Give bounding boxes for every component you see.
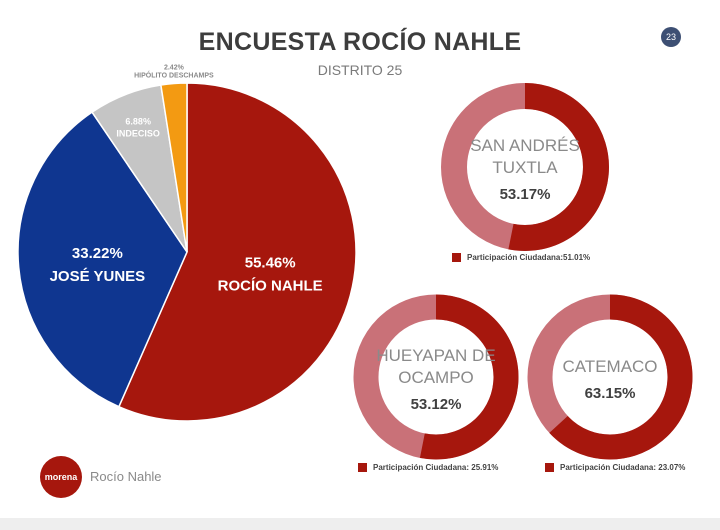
bottom-strip xyxy=(0,518,720,530)
data-label: HIPÓLITO DESCHAMPS xyxy=(134,71,214,80)
donut-title: OCAMPO xyxy=(398,368,474,387)
morena-logo: morena xyxy=(40,456,82,498)
data-label: 55.46% xyxy=(245,255,296,272)
data-label: JOSÉ YUNES xyxy=(50,268,146,285)
legend-swatch xyxy=(452,253,461,262)
legend-swatch xyxy=(545,463,554,472)
legend-swatch xyxy=(358,463,367,472)
donut-title: SAN ANDRÉS xyxy=(470,136,580,155)
data-label: INDECISO xyxy=(116,128,160,138)
legend-san-andres: Participación Ciudadana:51.01% xyxy=(452,253,590,262)
donut-title: TUXTLA xyxy=(492,158,558,177)
page-number-badge: 23 xyxy=(661,27,681,47)
donut-title: CATEMACO xyxy=(562,357,657,376)
legend-label: Participación Ciudadana: 23.07% xyxy=(560,463,686,472)
donut-value: 53.12% xyxy=(411,396,462,413)
donut-catemaco-value-arc xyxy=(549,294,693,460)
legend-label: Participación Ciudadana:51.01% xyxy=(467,253,591,262)
footer-name: Rocío Nahle xyxy=(90,469,162,484)
legend-catemaco: Participación Ciudadana: 23.07% xyxy=(545,463,685,472)
slide: ENCUESTA ROCÍO NAHLE DISTRITO 25 23 55.4… xyxy=(17,27,693,498)
donut-title: HUEYAPAN DE xyxy=(376,346,495,365)
donut-san-andres-value-arc xyxy=(508,83,609,251)
page-subtitle: DISTRITO 25 xyxy=(317,62,403,78)
legend-hueyapan: Participación Ciudadana: 25.91% xyxy=(358,463,498,472)
slice-deschamps xyxy=(160,82,188,253)
donut-value: 63.15% xyxy=(585,385,636,402)
donut-value: 53.17% xyxy=(500,186,551,203)
page-title: ENCUESTA ROCÍO NAHLE xyxy=(198,28,522,56)
data-label: ROCÍO NAHLE xyxy=(218,278,323,295)
data-label: 2.42% xyxy=(164,65,185,72)
data-label: 33.22% xyxy=(72,245,123,262)
slice-nahle xyxy=(117,82,357,422)
charts-canvas: 55.46% ROCÍO NAHLE 33.22% JOSÉ YUNES 6.88% IN… xyxy=(17,65,693,460)
slice-yunes xyxy=(17,111,188,408)
donut-hueyapan-value-arc xyxy=(419,294,519,460)
data-label: 6.88% xyxy=(125,116,151,126)
legend-label: Participación Ciudadana: 25.91% xyxy=(373,463,499,472)
